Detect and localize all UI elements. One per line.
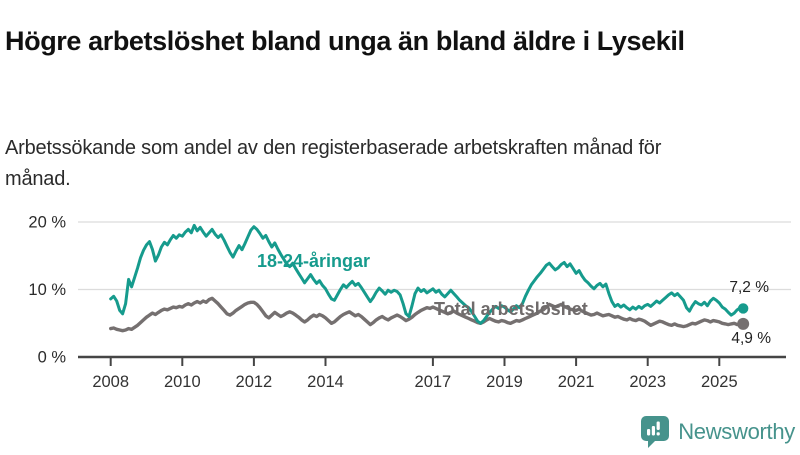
chart-subtitle: Arbetssökande som andel av den registerb… xyxy=(5,137,662,190)
series-label-total: Total arbetslöshet xyxy=(434,299,588,319)
newsworthy-logo: Newsworthy xyxy=(639,415,795,449)
x-tick-label-2025: 2025 xyxy=(701,373,738,391)
y-tick-label-0: 0 % xyxy=(38,349,67,367)
newsworthy-logo-text: Newsworthy xyxy=(678,419,795,444)
series-label-youth: 18-24-åringar xyxy=(257,251,371,271)
series-line-1 xyxy=(108,296,745,333)
y-tick-label-20: 20 % xyxy=(28,214,66,232)
newsworthy-logo-icon xyxy=(641,416,670,448)
end-dot-1 xyxy=(737,317,750,330)
x-tick-label-2023: 2023 xyxy=(629,373,666,391)
x-tick-label-2012: 2012 xyxy=(236,373,273,391)
x-tick-label-2017: 2017 xyxy=(415,373,452,391)
x-tick-label-2019: 2019 xyxy=(486,373,523,391)
series-line-0 xyxy=(109,223,745,325)
x-tick-label-2010: 2010 xyxy=(164,373,201,391)
x-tick-label-2008: 2008 xyxy=(92,373,129,391)
x-tick-label-2021: 2021 xyxy=(558,373,595,391)
y-tick-label-10: 10 % xyxy=(28,281,66,299)
page-title: Högre arbetslöshet bland unga än bland ä… xyxy=(5,26,685,57)
end-value-label-total: 4,9 % xyxy=(731,330,771,347)
x-tick-label-2014: 2014 xyxy=(307,373,344,391)
end-dot-0 xyxy=(737,303,749,314)
end-value-label-youth: 7,2 % xyxy=(729,279,769,296)
